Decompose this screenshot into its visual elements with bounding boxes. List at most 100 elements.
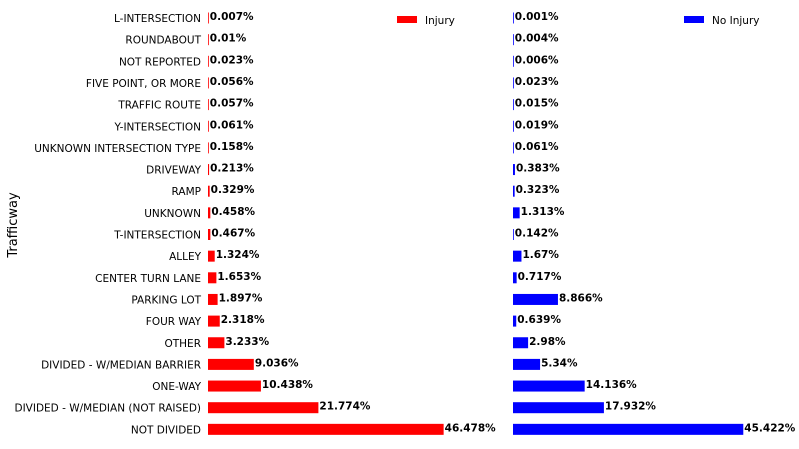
data-label: 0.007% (210, 11, 254, 23)
data-label: 0.717% (518, 271, 562, 283)
data-label: 2.318% (221, 314, 265, 326)
data-label: 0.467% (211, 228, 255, 240)
bar (513, 185, 515, 197)
category-label: TRAFFIC ROUTE (117, 100, 201, 112)
category-label: L-INTERSECTION (114, 13, 201, 25)
data-label: 0.001% (515, 11, 559, 23)
category-label: CENTER TURN LANE (95, 273, 201, 285)
category-label: PARKING LOT (131, 294, 201, 306)
bar (513, 337, 529, 349)
bar (208, 402, 319, 414)
legend-swatch (684, 16, 704, 23)
category-label: T-INTERSECTION (113, 230, 201, 242)
bar (208, 142, 209, 154)
data-label: 0.056% (210, 76, 254, 88)
data-label: 8.866% (559, 292, 603, 304)
bar (208, 380, 261, 392)
data-label: 0.023% (210, 54, 254, 66)
data-label: 0.213% (210, 163, 254, 175)
bar (513, 272, 517, 284)
bar (208, 337, 225, 349)
data-label: 0.006% (515, 54, 559, 66)
bar (513, 12, 514, 24)
bar (513, 77, 514, 89)
bar (208, 358, 254, 370)
bar (513, 99, 514, 111)
bar (208, 120, 209, 132)
data-label: 0.458% (211, 206, 255, 218)
bar (208, 293, 218, 305)
category-label: ONE-WAY (152, 381, 201, 393)
bar (208, 185, 210, 197)
bar (208, 34, 209, 46)
bar (208, 272, 217, 284)
category-label: FOUR WAY (146, 316, 202, 328)
injury-panel: 0.007% 0.01% 0.023% 0.056% 0.057% 0.061% 0.158… (208, 11, 496, 435)
category-label: OTHER (164, 338, 201, 350)
bar (513, 423, 744, 435)
bar (513, 380, 585, 392)
bar (513, 229, 514, 240)
data-label: 0.015% (515, 98, 559, 110)
category-label: UNKNOWN (144, 208, 201, 220)
bar (513, 142, 514, 154)
data-label: 46.478% (445, 422, 497, 434)
data-label: 0.329% (211, 184, 255, 196)
no-injury-panel: 0.001% 0.004% 0.006% 0.023% 0.015% 0.019% 0.06… (513, 11, 796, 435)
category-label: UNKNOWN INTERSECTION TYPE (34, 143, 201, 155)
bar (208, 12, 209, 24)
data-label: 0.061% (210, 119, 254, 131)
bar (208, 250, 215, 262)
bar (208, 423, 444, 435)
data-label: 0.158% (210, 141, 254, 153)
category-label: NOT DIVIDED (131, 424, 201, 436)
data-label: 1.324% (216, 249, 260, 261)
category-labels: L-INTERSECTION ROUNDABOUT NOT REPORTED FIVE… (15, 13, 202, 436)
bar (208, 77, 209, 89)
bar (513, 402, 604, 414)
category-label: DIVIDED - W/MEDIAN BARRIER (41, 359, 201, 371)
data-label: 5.34% (541, 357, 578, 369)
data-label: 0.01% (210, 33, 247, 45)
data-label: 0.019% (515, 119, 559, 131)
data-label: 0.142% (515, 228, 559, 240)
bar (208, 315, 220, 327)
category-label: FIVE POINT, OR MORE (86, 78, 201, 90)
data-label: 1.313% (521, 206, 565, 218)
bar (208, 229, 211, 240)
data-label: 1.897% (219, 292, 263, 304)
data-label: 0.004% (515, 33, 559, 45)
bar (513, 250, 522, 262)
bar (513, 34, 514, 46)
bar (513, 164, 515, 176)
category-label: DRIVEWAY (146, 165, 201, 177)
category-label: RAMP (172, 186, 201, 198)
data-label: 14.136% (586, 379, 638, 391)
category-label: Y-INTERSECTION (113, 121, 201, 133)
data-label: 2.98% (529, 336, 566, 348)
bar (513, 55, 514, 67)
bar (208, 55, 209, 67)
bar (208, 207, 211, 219)
bar (208, 99, 209, 111)
data-label: 3.233% (225, 336, 269, 348)
y-axis-label: Trafficway (6, 192, 21, 259)
bar (513, 358, 541, 370)
data-label: 0.383% (516, 163, 560, 175)
bar (208, 164, 210, 176)
data-label: 10.438% (262, 379, 314, 391)
data-label: 0.323% (516, 184, 560, 196)
category-label: ROUNDABOUT (125, 35, 201, 47)
data-label: 17.932% (605, 401, 657, 413)
legend-swatch (397, 16, 417, 23)
category-label: ALLEY (169, 251, 202, 263)
legend-label: No Injury (712, 15, 759, 27)
category-label: DIVIDED - W/MEDIAN (NOT RAISED) (15, 403, 202, 415)
data-label: 9.036% (255, 357, 299, 369)
data-label: 0.639% (517, 314, 561, 326)
category-label: NOT REPORTED (119, 56, 201, 68)
data-label: 45.422% (744, 422, 796, 434)
bar (513, 207, 520, 219)
bar (513, 293, 558, 305)
